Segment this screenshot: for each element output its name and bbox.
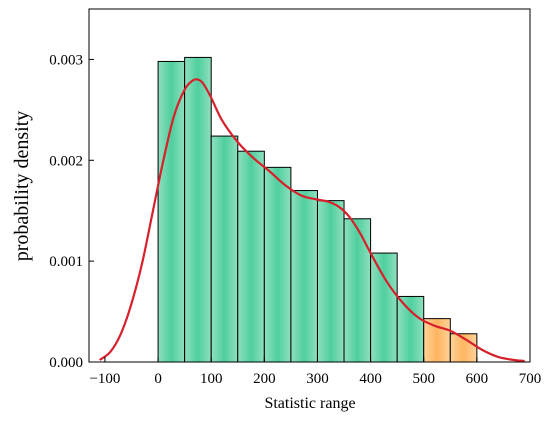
axis-ticks: −100 0 100 200 300 400 500 600 700 0.000 0.001 0.00… — [49, 52, 541, 387]
x-tick-label: 500 — [412, 371, 435, 387]
histogram-bars — [157, 56, 478, 363]
y-tick-label: 0.003 — [49, 52, 83, 68]
x-tick-label: 600 — [466, 371, 489, 387]
histogram-bar — [210, 135, 239, 363]
histogram-bar — [157, 60, 186, 363]
x-tick-label: 700 — [519, 371, 542, 387]
histogram-bar — [396, 295, 425, 363]
kde-curve — [98, 78, 525, 363]
histogram-bar — [237, 150, 265, 363]
histogram-bar — [370, 252, 398, 363]
histogram-bar — [343, 218, 372, 363]
x-tick-label: 400 — [359, 371, 382, 387]
y-tick-label: 0.000 — [49, 355, 83, 371]
histogram-bar — [184, 56, 212, 363]
y-tick-label: 0.002 — [49, 153, 83, 169]
x-tick-label: 100 — [200, 371, 223, 387]
x-axis-title: Statistic range — [264, 395, 355, 412]
histogram-bar — [316, 200, 345, 363]
x-tick-label: −100 — [89, 371, 120, 387]
x-tick-label: 0 — [154, 371, 162, 387]
plot-frame — [88, 8, 531, 363]
y-axis-title: probability density — [11, 111, 33, 262]
histogram-bar — [290, 190, 318, 363]
y-tick-label: 0.001 — [49, 254, 83, 270]
histogram-bar-highlighted — [423, 318, 451, 363]
histogram-bar — [263, 166, 292, 363]
x-tick-label: 200 — [253, 371, 276, 387]
x-tick-label: 300 — [306, 371, 329, 387]
